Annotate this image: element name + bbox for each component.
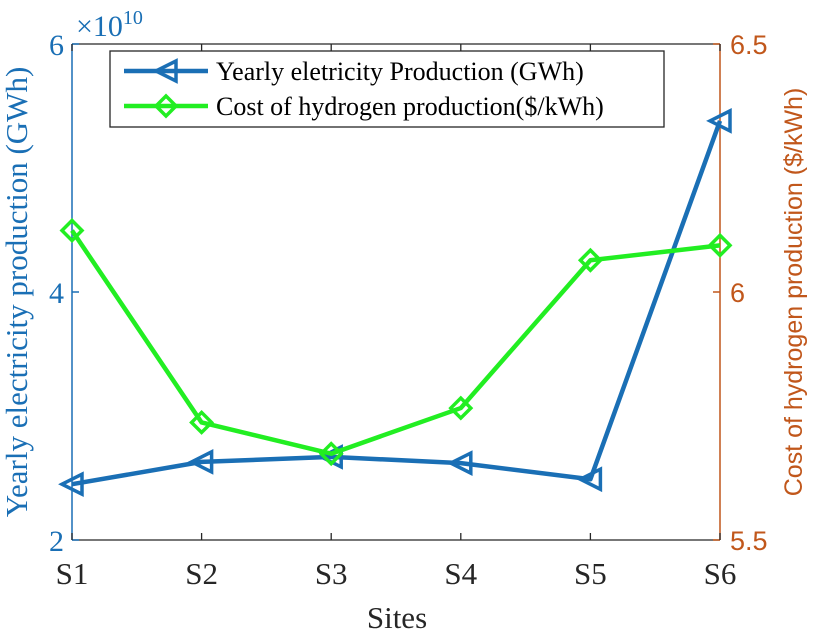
left-y-axis-label: Yearly electricity production (GWh) bbox=[0, 67, 34, 518]
left-tick-label: 2 bbox=[49, 525, 64, 558]
right-tick-label: 6.5 bbox=[730, 30, 768, 60]
plot-frame bbox=[72, 43, 720, 541]
series-2 bbox=[59, 218, 733, 467]
right-tick-label: 6 bbox=[730, 278, 745, 308]
diamond-marker bbox=[577, 247, 603, 273]
diamond-marker bbox=[153, 93, 179, 119]
triangle-marker bbox=[446, 450, 473, 476]
diamond-marker bbox=[707, 232, 733, 258]
x-tick-label: S1 bbox=[56, 556, 89, 591]
triangle-marker bbox=[187, 449, 214, 475]
left-y-axis-exponent: ×1010 bbox=[76, 7, 143, 43]
exponent-base: ×10 bbox=[76, 10, 123, 43]
triangle-marker bbox=[576, 466, 603, 493]
diamond-marker bbox=[59, 218, 85, 243]
legend: Yearly eletricity Production (GWh) Cost o… bbox=[109, 50, 665, 128]
exponent-power: 10 bbox=[123, 7, 143, 29]
x-tick-label: S5 bbox=[574, 556, 607, 591]
series-layer bbox=[58, 108, 733, 498]
right-y-axis-label: Cost of hydrogen production ($/kWh) bbox=[780, 88, 808, 497]
triangle-marker bbox=[58, 471, 84, 498]
x-axis-label: Sites bbox=[367, 600, 427, 633]
diamond-marker bbox=[448, 395, 474, 421]
legend-label: Cost of hydrogen production($/kWh) bbox=[216, 92, 604, 121]
series-line bbox=[70, 229, 721, 456]
diamond-marker bbox=[189, 409, 215, 435]
right-y-axis: 5.5 6 6.5 bbox=[713, 30, 768, 556]
legend-box bbox=[109, 50, 665, 128]
triangle-marker bbox=[706, 108, 732, 134]
x-tick-label: S2 bbox=[185, 556, 218, 591]
right-tick-label: 5.5 bbox=[730, 526, 768, 556]
x-tick-label: S4 bbox=[444, 556, 477, 591]
triangle-marker bbox=[152, 58, 178, 84]
legend-label: Yearly eletricity Production (GWh) bbox=[216, 57, 584, 86]
series-line bbox=[71, 120, 723, 487]
x-tick-label: S3 bbox=[315, 556, 348, 591]
x-axis: S1 S2 S3 S4 S5 S6 bbox=[56, 44, 737, 591]
left-tick-label: 6 bbox=[49, 29, 64, 62]
series-1 bbox=[58, 108, 732, 498]
x-tick-label: S6 bbox=[704, 556, 737, 591]
left-y-axis: 2 4 6 bbox=[49, 29, 79, 558]
left-tick-label: 4 bbox=[49, 277, 64, 310]
diamond-marker bbox=[318, 441, 344, 467]
